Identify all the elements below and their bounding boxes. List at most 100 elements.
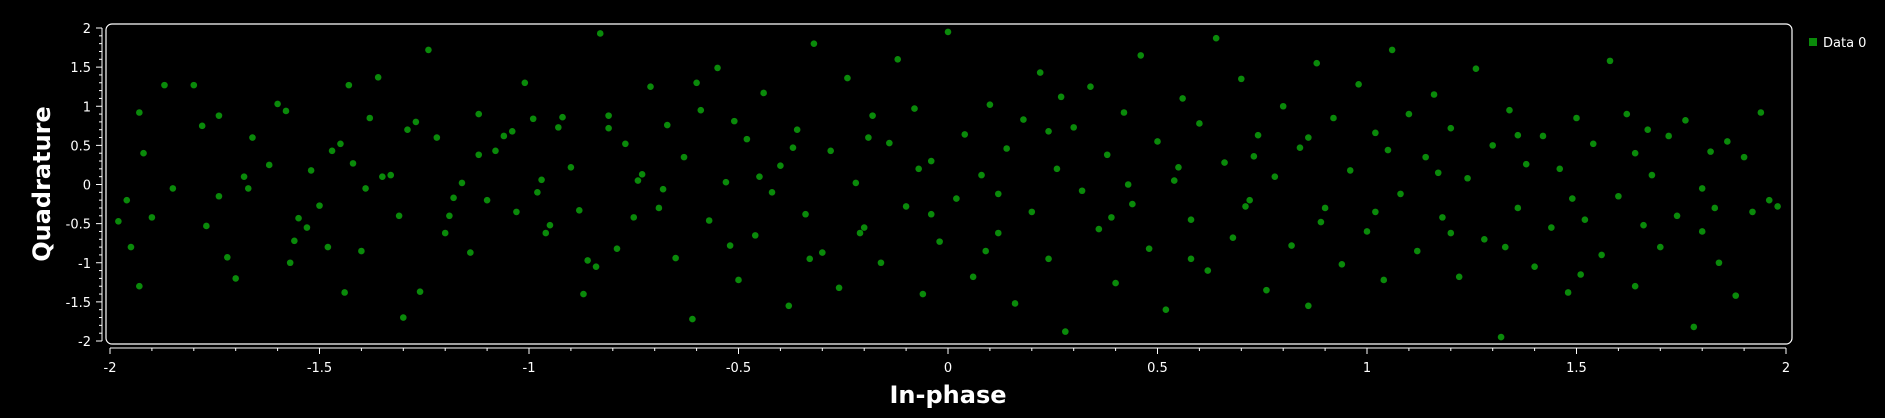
data-point bbox=[1598, 251, 1605, 259]
data-point bbox=[538, 176, 545, 184]
data-point bbox=[1489, 142, 1496, 149]
data-point bbox=[274, 100, 281, 108]
data-point bbox=[1501, 243, 1509, 251]
data-point bbox=[1707, 148, 1714, 155]
data-point bbox=[240, 173, 248, 180]
data-point bbox=[605, 124, 612, 132]
data-point bbox=[1413, 247, 1421, 255]
data-point bbox=[886, 139, 893, 147]
data-point bbox=[819, 249, 826, 256]
data-point bbox=[169, 185, 177, 192]
data-point bbox=[1577, 271, 1584, 278]
data-point bbox=[1003, 145, 1010, 152]
data-point bbox=[680, 153, 688, 161]
data-point bbox=[655, 204, 663, 212]
scatter-points bbox=[115, 28, 1781, 341]
data-point bbox=[249, 134, 256, 141]
data-point bbox=[1589, 140, 1597, 148]
data-point bbox=[1238, 75, 1245, 83]
data-point bbox=[136, 282, 143, 290]
data-point bbox=[400, 314, 407, 321]
data-point bbox=[1673, 212, 1681, 220]
data-point bbox=[1124, 181, 1132, 188]
data-point bbox=[1011, 300, 1019, 307]
data-point bbox=[1388, 46, 1396, 54]
data-point bbox=[1036, 69, 1044, 76]
data-point bbox=[467, 249, 474, 256]
data-point bbox=[203, 222, 210, 230]
data-point bbox=[244, 185, 252, 192]
data-point bbox=[944, 28, 952, 36]
data-point bbox=[1606, 57, 1614, 65]
data-point bbox=[291, 237, 298, 245]
data-point bbox=[232, 275, 239, 282]
data-point bbox=[1569, 195, 1576, 202]
data-point bbox=[492, 147, 499, 155]
data-point bbox=[1711, 204, 1719, 212]
data-point bbox=[634, 177, 642, 184]
data-point bbox=[743, 135, 751, 143]
data-point bbox=[722, 178, 730, 186]
data-point bbox=[1464, 174, 1471, 182]
data-point bbox=[605, 112, 612, 119]
data-point bbox=[534, 189, 541, 196]
y-axis-title: Quadrature bbox=[28, 106, 56, 262]
data-point bbox=[705, 217, 713, 224]
data-point bbox=[1288, 242, 1295, 249]
data-point bbox=[1187, 216, 1195, 224]
data-point bbox=[1279, 102, 1287, 110]
data-point bbox=[638, 171, 646, 178]
data-point bbox=[1715, 259, 1723, 267]
data-point bbox=[1137, 52, 1145, 59]
data-point bbox=[483, 196, 491, 204]
data-point bbox=[1045, 127, 1052, 135]
data-point bbox=[529, 115, 537, 123]
data-point bbox=[316, 202, 323, 209]
data-point bbox=[860, 224, 868, 231]
data-point bbox=[1196, 120, 1203, 127]
data-point bbox=[1154, 138, 1161, 145]
data-point bbox=[1317, 218, 1325, 226]
data-point bbox=[789, 144, 797, 152]
data-point bbox=[559, 113, 566, 121]
x-axis: -2 -1.5 -1 -0.5 0 0.5 1 1.5 2 bbox=[104, 347, 1790, 376]
data-point bbox=[1455, 273, 1463, 281]
data-point bbox=[475, 110, 483, 118]
data-point bbox=[663, 121, 671, 129]
data-point bbox=[1028, 208, 1036, 216]
data-point bbox=[1698, 185, 1706, 192]
data-point bbox=[1522, 160, 1530, 168]
y-axis: -2 -1.5 -1 -0.5 0 0.5 1 1.5 2 bbox=[66, 22, 103, 350]
legend[interactable]: Data 0 bbox=[1809, 36, 1866, 51]
data-point bbox=[1757, 109, 1765, 116]
x-tick-label: -0.5 bbox=[726, 361, 751, 376]
data-point bbox=[777, 162, 784, 170]
data-point bbox=[508, 127, 516, 135]
data-point bbox=[1765, 196, 1773, 204]
data-point bbox=[567, 163, 575, 171]
data-point bbox=[1774, 203, 1781, 210]
data-point bbox=[1057, 93, 1065, 101]
data-point bbox=[1020, 116, 1027, 123]
x-tick-label: 2 bbox=[1782, 361, 1790, 376]
data-point bbox=[458, 179, 466, 187]
data-point bbox=[844, 74, 851, 82]
data-point bbox=[969, 273, 977, 281]
data-point bbox=[1564, 289, 1572, 296]
data-point bbox=[404, 126, 411, 134]
data-point bbox=[1682, 117, 1689, 124]
data-point bbox=[1242, 203, 1249, 210]
data-point bbox=[1439, 214, 1446, 221]
data-point bbox=[358, 247, 365, 255]
data-point bbox=[911, 105, 918, 112]
data-point bbox=[894, 56, 902, 63]
data-point bbox=[1263, 286, 1270, 294]
data-point bbox=[852, 179, 860, 187]
x-tick-label: -1 bbox=[523, 361, 536, 376]
data-point bbox=[446, 212, 453, 220]
data-point bbox=[1095, 225, 1103, 233]
data-point bbox=[1506, 106, 1513, 114]
data-point bbox=[1120, 109, 1128, 116]
data-point bbox=[1548, 224, 1555, 231]
